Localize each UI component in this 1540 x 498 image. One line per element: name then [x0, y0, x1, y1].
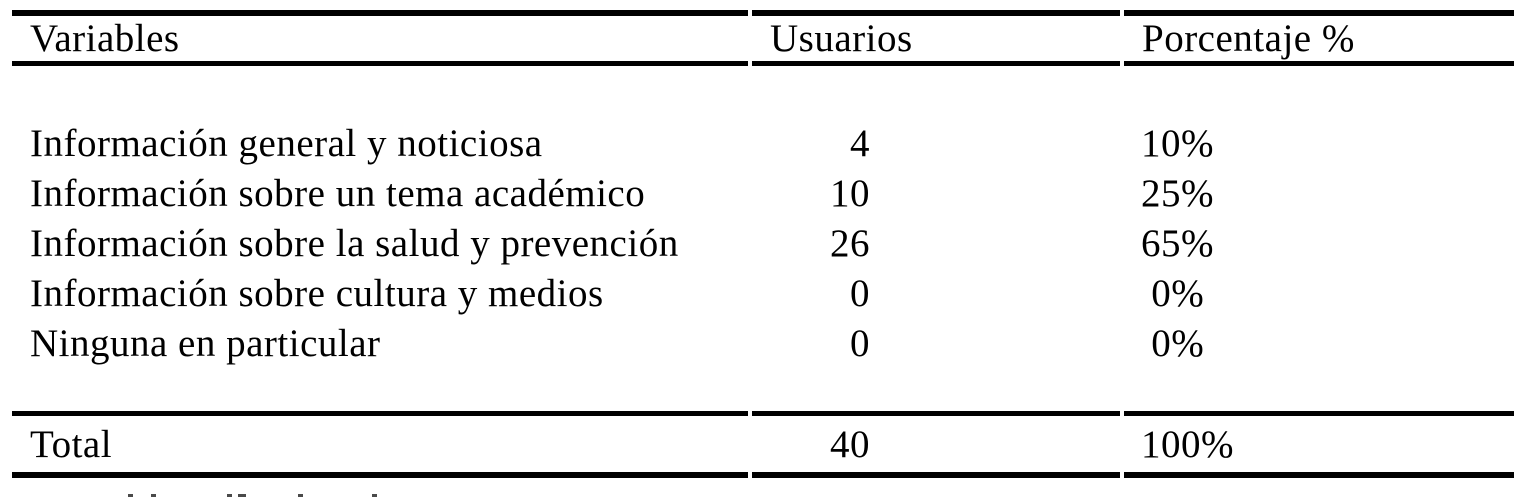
table-header-row: Variables Usuarios Porcentaje %: [12, 10, 1514, 66]
cell-variable: Información general y noticiosa: [30, 121, 543, 165]
caption-letter-top: [128, 494, 133, 497]
caption-letter-top: [227, 494, 232, 497]
cell-usuarios: 0: [850, 271, 870, 315]
cell-porcentaje: 0%: [1141, 321, 1205, 365]
cell-usuarios: 10: [830, 171, 870, 215]
total-usuarios: 40: [752, 411, 1120, 478]
cell-variable: Información sobre la salud y prevención: [30, 221, 679, 265]
results-table: Variables Usuarios Porcentaje % Informac…: [8, 10, 1518, 478]
cell-usuarios: 4: [850, 121, 870, 165]
cell-porcentaje: 0%: [1141, 271, 1205, 315]
caption-letter-top: [151, 494, 156, 497]
cell-variable: Información sobre cultura y medios: [30, 271, 604, 315]
cell-variable: Información sobre un tema académico: [30, 171, 646, 215]
header-cell-porcentaje: Porcentaje %: [1124, 10, 1514, 66]
caption-letter-top: [298, 494, 303, 497]
caption-letter-top: [372, 494, 377, 497]
header-cell-usuarios: Usuarios: [752, 10, 1120, 66]
cell-porcentaje: 25%: [1141, 171, 1214, 215]
total-porcentaje: 100%: [1124, 411, 1514, 478]
header-cell-variables: Variables: [12, 10, 748, 66]
cell-porcentaje: 65%: [1141, 221, 1214, 265]
spacer-row: [12, 368, 1514, 411]
cell-porcentaje: 10%: [1141, 121, 1214, 165]
paper-table-page: Variables Usuarios Porcentaje % Informac…: [0, 10, 1540, 498]
table-row: Ninguna en particular 0 0%: [12, 318, 1514, 368]
total-label: Total: [12, 411, 748, 478]
spacer-row: [12, 66, 1514, 118]
cell-usuarios: 26: [830, 221, 870, 265]
cutoff-caption-fragment: [0, 494, 1540, 498]
table-row: Información general y noticiosa 4 10%: [12, 118, 1514, 168]
caption-letter-top: [238, 494, 246, 497]
cell-usuarios: 0: [850, 321, 870, 365]
total-row: Total 40 100%: [12, 411, 1514, 478]
cell-variable: Ninguna en particular: [30, 321, 381, 365]
table-row: Información sobre cultura y medios 0 0%: [12, 268, 1514, 318]
table-row: Información sobre un tema académico 10 2…: [12, 168, 1514, 218]
table-row: Información sobre la salud y prevención …: [12, 218, 1514, 268]
